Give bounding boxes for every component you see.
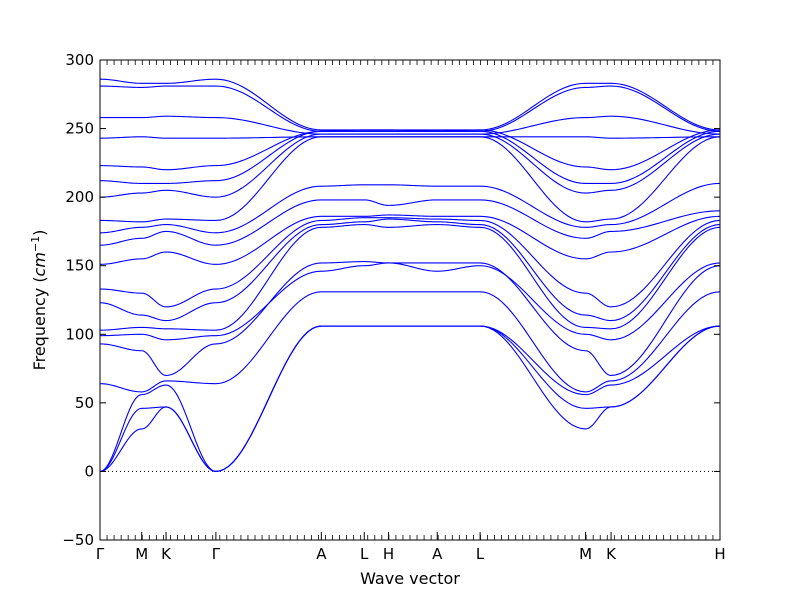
high-symmetry-label: M — [135, 545, 148, 563]
y-axis-title-prefix: Frequency ( — [30, 276, 49, 370]
high-symmetry-label: K — [606, 545, 617, 563]
y-tick-label: 200 — [65, 188, 94, 206]
y-tick-label: 50 — [75, 394, 94, 412]
high-symmetry-label: Γ — [96, 545, 105, 563]
y-tick-label: −50 — [62, 531, 94, 549]
high-symmetry-label: L — [476, 545, 485, 563]
phonon-band-19 — [100, 85, 720, 132]
plot-area — [100, 60, 720, 540]
x-axis-title: Wave vector — [360, 569, 460, 588]
high-symmetry-label: M — [579, 545, 592, 563]
phonon-band-5 — [100, 261, 720, 376]
phonon-band-12 — [100, 182, 720, 234]
phonon-band-9 — [100, 217, 720, 308]
y-axis-title-suffix: ) — [30, 230, 49, 236]
phonon-band-8 — [100, 218, 720, 322]
phonon-band-6 — [100, 262, 720, 341]
y-tick-label: 250 — [65, 120, 94, 138]
phonon-band-18 — [100, 115, 720, 135]
bands — [100, 78, 720, 472]
phonon-band-20 — [100, 78, 720, 131]
phonon-band-4 — [100, 291, 720, 393]
y-tick-label: 0 — [84, 462, 94, 480]
high-symmetry-label: H — [714, 545, 725, 563]
plot-layer — [100, 60, 720, 540]
high-symmetry-label: Γ — [212, 545, 221, 563]
phonon-band-17 — [100, 136, 720, 139]
phonon-band-7 — [100, 224, 720, 331]
y-axis-title: Frequency (cm−1) — [29, 230, 50, 371]
y-tick-label: 300 — [65, 51, 94, 69]
y-tick-label: 150 — [65, 257, 94, 275]
high-symmetry-label: K — [161, 545, 172, 563]
phonon-band-3 — [100, 325, 720, 472]
high-symmetry-label: A — [432, 545, 443, 563]
high-symmetry-label: L — [360, 545, 369, 563]
y-tick-label: 100 — [65, 325, 94, 343]
high-symmetry-label: H — [383, 545, 394, 563]
phonon-band-11 — [100, 199, 720, 246]
high-symmetry-label: A — [316, 545, 327, 563]
phonon-band-10 — [100, 214, 720, 265]
y-axis-title-unit: cm — [30, 252, 49, 276]
y-axis-title-unit-exp: −1 — [29, 236, 42, 252]
